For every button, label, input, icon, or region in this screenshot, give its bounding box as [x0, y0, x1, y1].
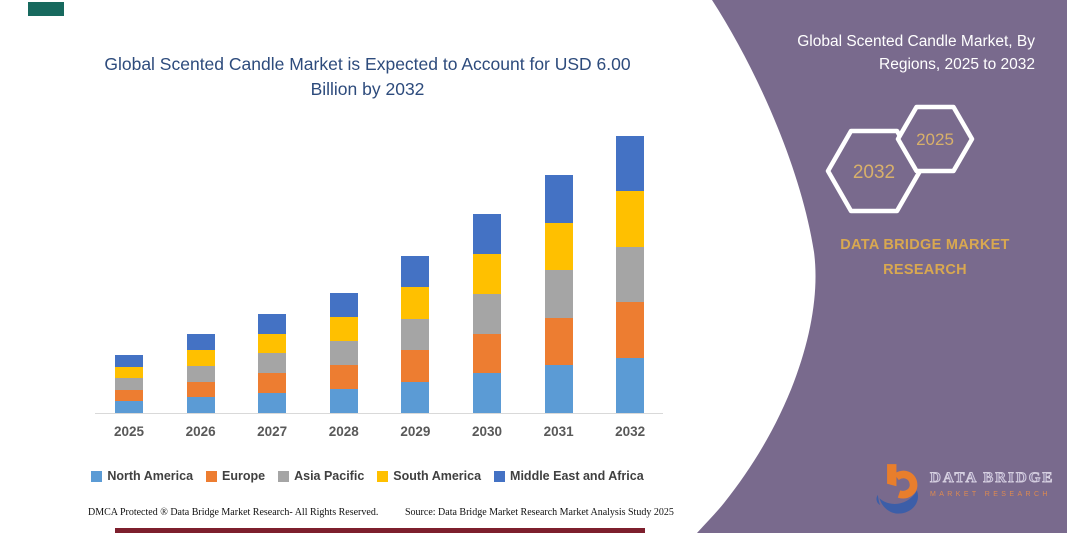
bar-segment-2032-middle-east-and-africa	[616, 135, 645, 192]
bar-segment-2031-north-america	[544, 365, 573, 413]
bar-segment-2031-europe	[544, 317, 573, 366]
dmca-text: DMCA Protected ® Data Bridge Market Rese…	[88, 507, 379, 518]
legend-label: Europe	[222, 469, 266, 483]
brand-line-2: RESEARCH	[883, 261, 967, 278]
bar-segment-2025-north-america	[115, 401, 143, 413]
bar-segment-2026-south-america	[186, 350, 215, 366]
bar-segment-2032-asia-pacific	[616, 246, 645, 303]
bar-segment-2029-middle-east-and-africa	[401, 255, 430, 288]
chart-title: Global Scented Candle Market is Expected…	[104, 54, 631, 100]
x-axis-label-2026: 2026	[185, 424, 216, 439]
bar-segment-2032-south-america	[616, 191, 645, 247]
legend-label: Middle East and Africa	[510, 469, 644, 483]
bar-segment-2025-south-america	[115, 366, 143, 379]
legend-label: North America	[107, 469, 194, 483]
bar-segment-2029-north-america	[401, 381, 430, 413]
legend-swatch	[91, 470, 103, 482]
bottom-accent-bar	[115, 528, 645, 533]
legend-item-europe: Europe	[206, 469, 265, 483]
source-text: Source: Data Bridge Market Research Mark…	[405, 507, 674, 518]
dbmr-logo-icon	[876, 464, 918, 514]
legend-item-south-america: South America	[377, 469, 481, 483]
bar-segment-2027-asia-pacific	[258, 353, 287, 374]
bar-segment-2028-europe	[329, 364, 358, 389]
hexagon-2032-label: 2032	[853, 162, 895, 183]
x-axis-label-2030: 2030	[471, 424, 503, 439]
x-axis-label-2027: 2027	[257, 424, 288, 439]
bar-segment-2030-south-america	[473, 254, 501, 294]
bar-segment-2030-asia-pacific	[473, 293, 501, 334]
bar-segment-2032-europe	[616, 302, 645, 358]
bar-segment-2031-middle-east-and-africa	[544, 175, 573, 223]
x-axis-label-2032: 2032	[615, 424, 646, 439]
bar-segment-2029-europe	[401, 350, 430, 382]
bar-segment-2031-south-america	[544, 222, 573, 271]
bar-segment-2030-europe	[473, 333, 501, 374]
bar-segment-2026-north-america	[186, 397, 215, 413]
dbmr-logo: DATA BRIDGE MARKET RESEARCH	[876, 462, 1054, 514]
bar-segment-2029-south-america	[401, 287, 430, 319]
dbmr-logo-name: DATA BRIDGE	[930, 470, 1055, 487]
bar-segment-2028-north-america	[329, 388, 358, 413]
bar-segment-2031-asia-pacific	[544, 270, 573, 318]
bar-segment-2027-south-america	[258, 333, 287, 354]
legend-swatch	[206, 470, 218, 482]
bar-segment-2028-south-america	[329, 316, 358, 341]
legend-swatch	[494, 470, 506, 482]
bar-segment-2026-asia-pacific	[186, 365, 215, 382]
legend-item-north-america: North America	[91, 469, 193, 483]
bar-segment-2026-europe	[186, 381, 215, 398]
bar-segment-2025-middle-east-and-africa	[115, 355, 143, 367]
bar-segment-2026-middle-east-and-africa	[186, 334, 215, 351]
bar-segment-2027-europe	[258, 373, 287, 394]
bar-segment-2028-middle-east-and-africa	[329, 292, 358, 317]
x-axis-label-2029: 2029	[400, 424, 431, 439]
bar-segment-2025-europe	[115, 389, 143, 402]
legend-swatch	[278, 470, 290, 482]
bar-segment-2028-asia-pacific	[329, 340, 358, 365]
legend-label: South America	[393, 469, 482, 483]
bar-segment-2027-middle-east-and-africa	[258, 313, 287, 334]
bar-segment-2030-middle-east-and-africa	[473, 214, 501, 255]
chart-legend: North America Europe Asia Pacific South Ame…	[85, 469, 650, 483]
x-axis-line	[95, 413, 663, 414]
template-corner-mark	[28, 2, 64, 16]
x-axis-label-2028: 2028	[328, 424, 359, 439]
bar-segment-2032-north-america	[616, 357, 645, 413]
bar-segment-2029-asia-pacific	[401, 318, 430, 351]
bar-segment-2030-north-america	[473, 373, 501, 413]
hexagon-2025-label: 2025	[916, 130, 954, 149]
panel-title: Global Scented Candle Market, By Regions…	[797, 33, 1035, 74]
brand-line-1: DATA BRIDGE MARKET	[840, 237, 1010, 253]
x-axis-label-2031: 2031	[543, 424, 574, 439]
hexagon-2025	[895, 104, 975, 174]
dbmr-logo-subtitle: MARKET RESEARCH	[930, 491, 1051, 498]
legend-item-middle-east-and-africa: Middle East and Africa	[494, 469, 644, 483]
legend-swatch	[377, 470, 389, 482]
dbmr-logo-text: DATA BRIDGE MARKET RESEARCH	[930, 462, 1054, 498]
legend-label: Asia Pacific	[294, 469, 365, 483]
bar-segment-2027-north-america	[258, 393, 287, 413]
legend-item-asia-pacific: Asia Pacific	[278, 469, 364, 483]
x-axis-label-2025: 2025	[113, 424, 145, 439]
brand-wordmark: DATA BRIDGE MARKET RESEARCH	[795, 233, 1055, 282]
bar-segment-2025-asia-pacific	[115, 378, 143, 390]
